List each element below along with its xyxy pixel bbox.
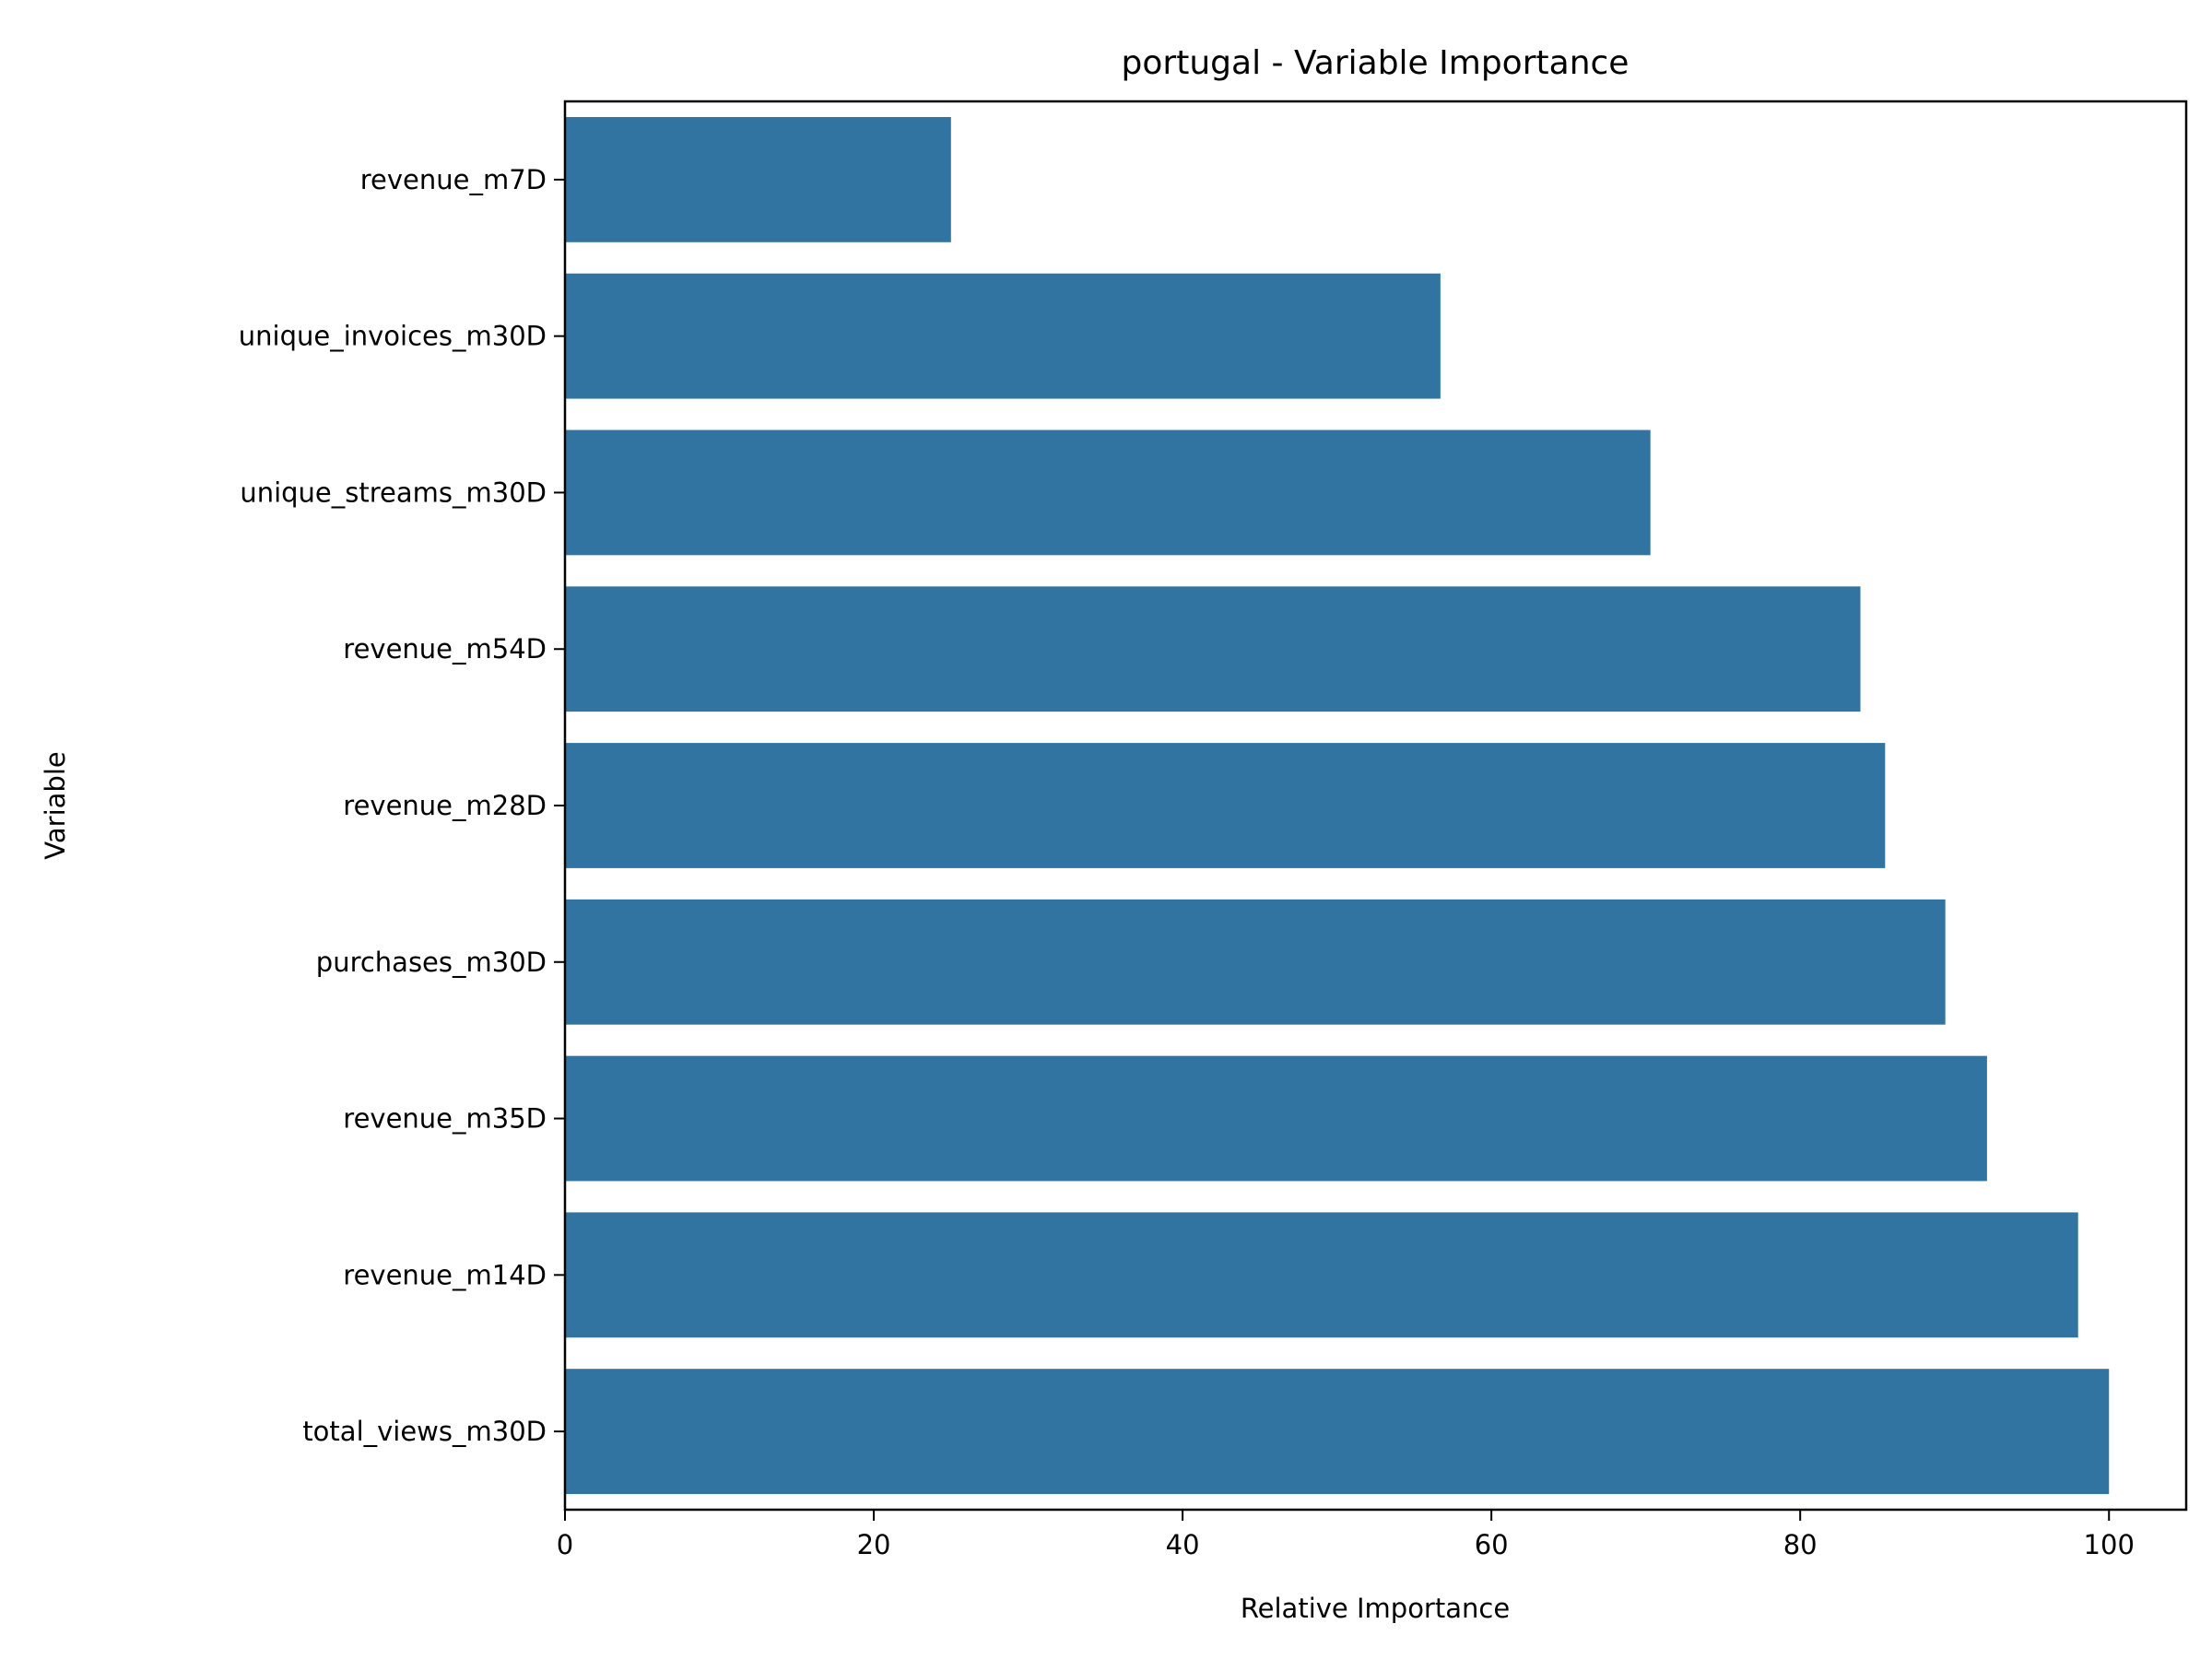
y-tick-label: revenue_m7D bbox=[360, 164, 547, 195]
bar-revenue-m35d bbox=[565, 1055, 1987, 1182]
bars-layer bbox=[565, 116, 2110, 1495]
bar-revenue-m28d bbox=[565, 743, 1886, 868]
x-tick-label: 100 bbox=[2084, 1529, 2135, 1560]
bar-revenue-m54d bbox=[565, 586, 1861, 712]
y-tick-label: revenue_m28D bbox=[343, 790, 547, 821]
y-tick-label: revenue_m54D bbox=[343, 633, 547, 665]
x-axis-label: Relative Importance bbox=[1241, 1593, 1510, 1624]
y-tick-label: revenue_m14D bbox=[343, 1259, 547, 1290]
x-tick-label: 40 bbox=[1166, 1529, 1200, 1560]
x-tick-label: 0 bbox=[557, 1529, 573, 1560]
bar-total-views-m30d bbox=[565, 1369, 2110, 1495]
y-axis: revenue_m7D unique_invoices_m30D unique_st… bbox=[239, 164, 565, 1447]
bar-unique-streams-m30d bbox=[565, 429, 1651, 556]
y-tick-label: revenue_m35D bbox=[343, 1103, 547, 1135]
bar-unique-invoices-m30d bbox=[565, 273, 1441, 399]
y-tick-label: purchases_m30D bbox=[316, 947, 547, 978]
y-tick-label: unique_streams_m30D bbox=[240, 477, 547, 508]
x-axis: 0 20 40 60 80 100 bbox=[557, 1510, 2135, 1560]
bar-purchases-m30d bbox=[565, 899, 1946, 1025]
y-axis-label: Variable bbox=[40, 751, 71, 859]
y-tick-label: unique_invoices_m30D bbox=[239, 321, 547, 352]
x-tick-label: 80 bbox=[1783, 1529, 1818, 1560]
y-tick-label: total_views_m30D bbox=[302, 1416, 547, 1447]
x-tick-label: 60 bbox=[1475, 1529, 1509, 1560]
bar-revenue-m14d bbox=[565, 1212, 2078, 1338]
chart-title: portugal - Variable Importance bbox=[1122, 44, 1630, 82]
x-tick-label: 20 bbox=[857, 1529, 891, 1560]
bar-revenue-m7d bbox=[565, 116, 951, 242]
